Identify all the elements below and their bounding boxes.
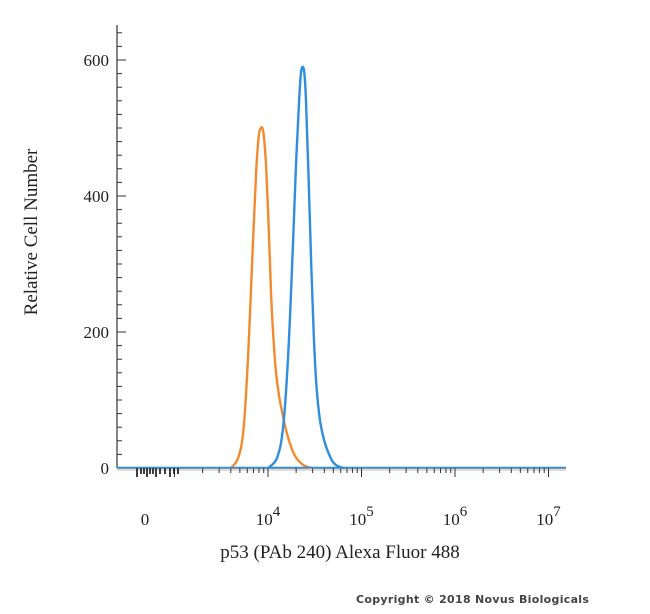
x-tick-label: 105 bbox=[349, 504, 374, 529]
plot-area: 0 200 400 600 0 104 105 106 107 bbox=[84, 25, 566, 529]
y-tick-label: 600 bbox=[84, 51, 110, 70]
x-axis-label: p53 (PAb 240) Alexa Fluor 488 bbox=[220, 542, 459, 563]
x-tick-label: 107 bbox=[536, 504, 561, 529]
y-tick-label: 200 bbox=[84, 323, 110, 342]
series-2-line bbox=[267, 65, 345, 470]
x-tick-label: 0 bbox=[141, 510, 150, 529]
series-1-line bbox=[229, 126, 313, 470]
x-tick-label: 104 bbox=[256, 504, 281, 529]
y-axis-label: Relative Cell Number bbox=[21, 148, 42, 315]
x-tick-label: 106 bbox=[443, 504, 468, 529]
y-tick-label: 0 bbox=[101, 459, 110, 478]
histogram-chart: 0 200 400 600 0 104 105 106 107 Relative Cell Nu… bbox=[21, 25, 566, 563]
y-tick-label: 400 bbox=[84, 187, 110, 206]
copyright-notice: Copyright © 2018 Novus Biologicals bbox=[356, 593, 590, 606]
